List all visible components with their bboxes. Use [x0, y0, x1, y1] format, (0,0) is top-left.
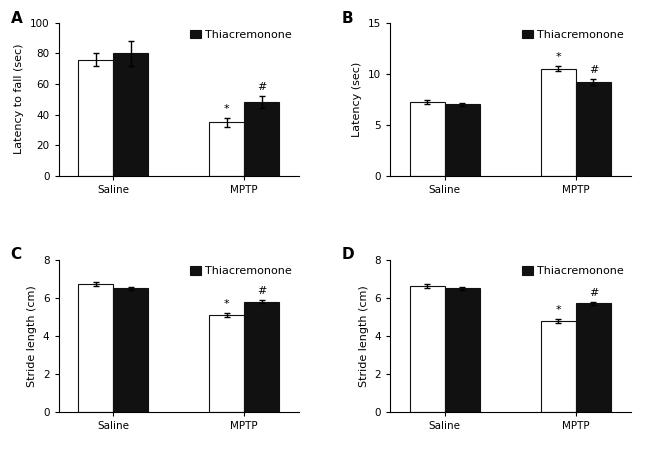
Bar: [78, 60, 113, 175]
Bar: [244, 102, 279, 175]
Legend: Thiacremonone: Thiacremonone: [521, 265, 625, 278]
Text: *: *: [556, 305, 561, 315]
Bar: [244, 301, 279, 412]
Text: C: C: [10, 247, 21, 262]
Text: #: #: [257, 82, 266, 93]
Y-axis label: Stride length (cm): Stride length (cm): [359, 285, 369, 387]
Bar: [541, 69, 576, 175]
Bar: [541, 321, 576, 412]
Text: D: D: [342, 247, 355, 262]
Bar: [445, 104, 480, 175]
Bar: [576, 82, 611, 175]
Legend: Thiacremonone: Thiacremonone: [521, 28, 625, 41]
Legend: Thiacremonone: Thiacremonone: [188, 265, 293, 278]
Bar: [445, 288, 480, 412]
Text: *: *: [224, 104, 229, 114]
Text: *: *: [556, 52, 561, 62]
Bar: [576, 304, 611, 412]
Bar: [113, 54, 148, 175]
Y-axis label: Latency (sec): Latency (sec): [352, 62, 362, 137]
Text: *: *: [224, 299, 229, 309]
Bar: [410, 286, 445, 412]
Legend: Thiacremonone: Thiacremonone: [188, 28, 293, 41]
Y-axis label: Latency to fall (sec): Latency to fall (sec): [14, 44, 24, 154]
Bar: [410, 102, 445, 175]
Text: #: #: [589, 288, 598, 298]
Bar: [209, 315, 244, 412]
Text: A: A: [10, 11, 22, 26]
Bar: [113, 288, 148, 412]
Text: #: #: [257, 286, 266, 296]
Text: #: #: [589, 65, 598, 75]
Text: B: B: [342, 11, 354, 26]
Bar: [209, 122, 244, 175]
Y-axis label: Stride length (cm): Stride length (cm): [27, 285, 37, 387]
Bar: [78, 284, 113, 412]
